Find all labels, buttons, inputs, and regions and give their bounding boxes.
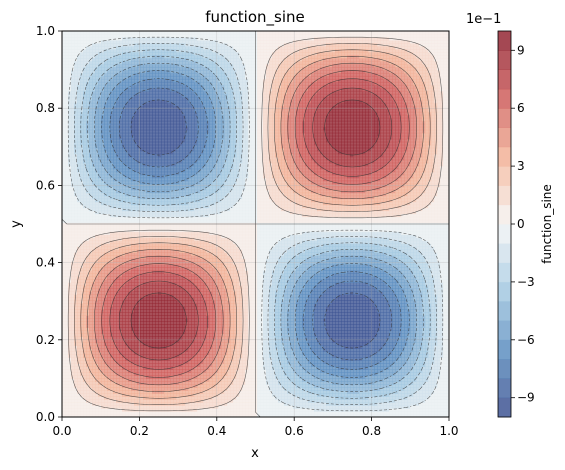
chart-title: function_sine — [205, 8, 305, 27]
plot-area — [62, 31, 450, 418]
